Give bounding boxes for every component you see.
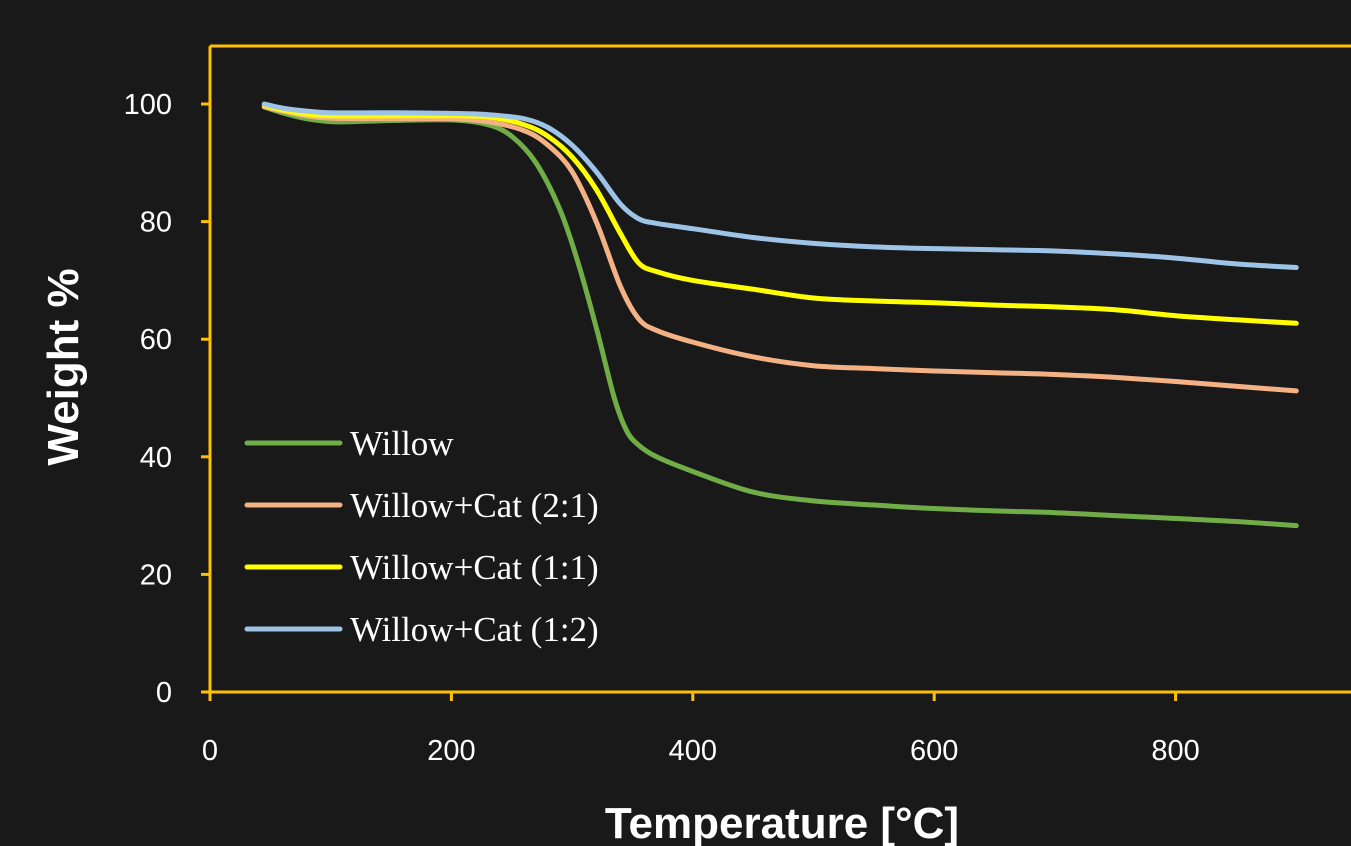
legend: Willow Willow+Cat (2:1) Willow+Cat (1:1) Wi…	[244, 424, 599, 649]
y-tick-label: 40	[140, 442, 172, 474]
x-tick-label: 400	[669, 735, 717, 767]
legend-label-4: Willow+Cat (1:2)	[350, 610, 599, 649]
y-tick-label: 80	[140, 207, 172, 239]
series-line-4	[261, 101, 1299, 270]
series-layer	[261, 101, 1299, 529]
legend-label-1: Willow	[350, 424, 454, 463]
y-tick-label: 0	[156, 677, 172, 709]
x-tick-label: 600	[910, 735, 958, 767]
series-line-3	[261, 102, 1299, 326]
x-tick-label: 0	[202, 735, 218, 767]
y-tick-label: 100	[124, 89, 172, 121]
axes: 0 200 400 600 800 0 20 40 60 80 100	[124, 44, 1351, 767]
x-axis-title: Temperature [°C]	[605, 799, 959, 846]
x-tick-label: 800	[1151, 735, 1199, 767]
series-line-2	[261, 104, 1299, 394]
y-axis-title: Weight %	[39, 268, 88, 465]
legend-label-2: Willow+Cat (2:1)	[350, 486, 599, 525]
y-tick-label: 20	[140, 559, 172, 591]
x-tick-label: 200	[427, 735, 475, 767]
legend-label-3: Willow+Cat (1:1)	[350, 548, 599, 587]
y-tick-label: 60	[140, 324, 172, 356]
